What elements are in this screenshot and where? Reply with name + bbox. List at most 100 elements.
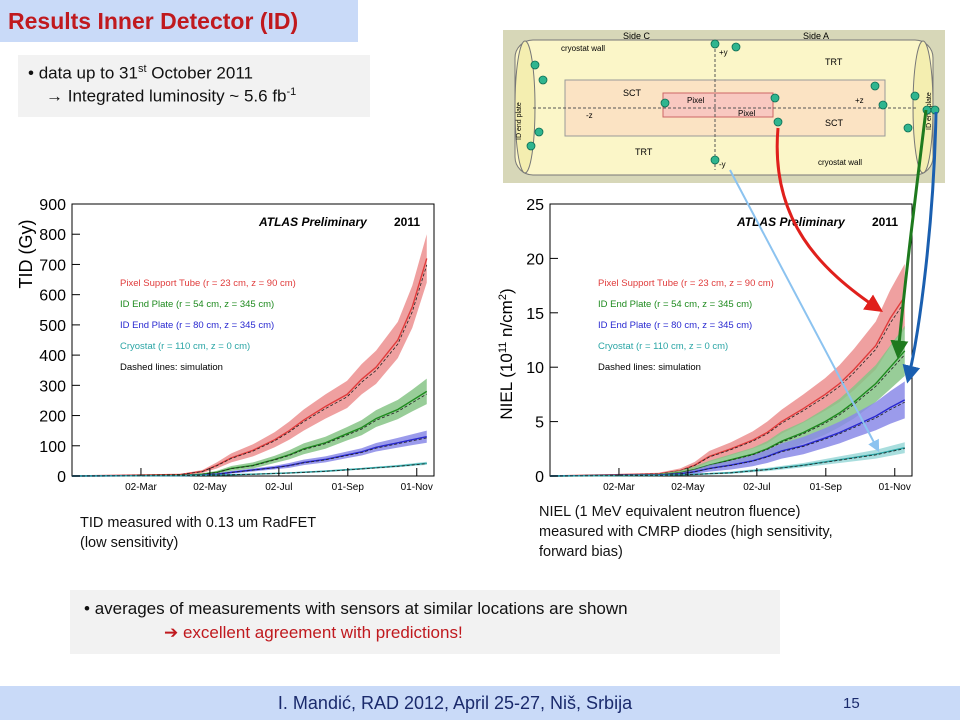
sensor-marker	[922, 105, 932, 115]
minus-y-label: -y	[719, 160, 726, 169]
y-tick-label: 0	[535, 469, 544, 486]
y-tick-label: 5	[535, 415, 544, 432]
trt-label: TRT	[825, 57, 843, 67]
sensor-marker	[710, 155, 720, 165]
sensor-marker	[878, 100, 888, 110]
y-axis-label: NIEL (1011 n/cm2)	[497, 288, 516, 419]
footer-bar: I. Mandić, RAD 2012, April 25-27, Niš, S…	[0, 686, 960, 720]
series-sim-line-0	[71, 264, 428, 477]
niel-caption-line2: measured with CMRP diodes (high sensitiv…	[539, 524, 833, 540]
side-a-label: Side A	[803, 31, 829, 41]
x-tick-label: 02-Jul	[743, 482, 770, 493]
sensor-marker	[710, 39, 720, 49]
sensor-marker	[538, 75, 548, 85]
conclusion-result: ➔ excellent agreement with predictions!	[84, 623, 766, 643]
sensor-marker	[526, 141, 536, 151]
legend-entry-2: ID End Plate (r = 80 cm, z = 345 cm)	[120, 320, 274, 331]
y-tick-label: 600	[39, 288, 66, 305]
sensor-marker	[731, 42, 741, 52]
sensor-marker	[930, 105, 940, 115]
y-axis-label-part: NIEL (10	[497, 353, 516, 419]
y-axis-label-part: n/cm	[497, 300, 516, 342]
legend-entry-1: ID End Plate (r = 54 cm, z = 345 cm)	[120, 299, 274, 310]
x-tick-label: 01-Sep	[332, 482, 365, 493]
sensor-marker	[534, 127, 544, 137]
conclusion-bullet: • averages of measurements with sensors …	[84, 599, 628, 618]
double-arrow-right-icon: ➔	[164, 623, 179, 642]
ordinal-suffix: st	[137, 63, 147, 75]
y-axis-label-sup: 11	[497, 342, 509, 353]
sensor-marker	[870, 81, 880, 91]
tid-caption-line2: (low sensitivity)	[80, 535, 179, 551]
footer-text: I. Mandić, RAD 2012, April 25-27, Niš, S…	[277, 693, 633, 713]
legend-entry-0: Pixel Support Tube (r = 23 cm, z = 90 cm…	[120, 278, 296, 289]
y-tick-label: 900	[39, 197, 66, 214]
luminosity-text: Integrated luminosity ~ 5.6 fb	[63, 86, 287, 106]
series-band-1	[72, 378, 427, 476]
sct-label: SCT	[623, 88, 642, 98]
data-range-date: October 2011	[146, 63, 253, 83]
sensor-marker	[660, 98, 670, 108]
arrow-right-icon: →	[46, 86, 63, 106]
end-plate-c	[514, 40, 536, 174]
luminosity-unit-exponent: -1	[286, 85, 297, 98]
minus-z-label: -z	[586, 111, 593, 120]
plot-frame	[71, 203, 435, 477]
pixel-label: Pixel	[687, 96, 705, 105]
plus-y-label: +y	[719, 48, 728, 57]
id-end-plate-label: ID end plate	[516, 102, 523, 140]
data-range-box: • data up to 31st October 2011 → Integra…	[18, 55, 370, 117]
x-tick-label: 02-Mar	[603, 482, 635, 493]
legend-entry-0: Pixel Support Tube (r = 23 cm, z = 90 cm…	[598, 278, 774, 289]
x-tick-label: 02-May	[193, 482, 226, 493]
y-tick-label: 10	[526, 360, 544, 377]
x-tick-label: 02-Mar	[125, 482, 157, 493]
series-band-3	[550, 442, 905, 476]
sensor-marker	[773, 117, 783, 127]
legend-note: Dashed lines: simulation	[120, 362, 223, 373]
sensor-marker	[910, 91, 920, 101]
legend-entry-1: ID End Plate (r = 54 cm, z = 345 cm)	[598, 299, 752, 310]
tid-chart: 0 100 200 300 400 500 600 700 800 900 02-Mar 02-May…	[16, 197, 435, 493]
y-axis-label-sup: 2	[497, 294, 509, 300]
niel-caption: NIEL (1 MeV equivalent neutron fluence) …	[539, 502, 939, 562]
x-tick-label: 01-Nov	[879, 482, 911, 493]
conclusion-text: averages of measurements with sensors at…	[94, 599, 628, 618]
y-tick-label: 700	[39, 257, 66, 274]
y-tick-label: 400	[39, 348, 66, 365]
y-tick-label: 500	[39, 318, 66, 335]
conclusion-box: • averages of measurements with sensors …	[70, 590, 780, 654]
page-number: 15	[843, 695, 860, 712]
x-tick-label: 02-Jul	[265, 482, 292, 493]
side-c-label: Side C	[623, 31, 651, 41]
y-tick-label: 20	[526, 251, 544, 268]
y-axis-label-part: )	[497, 288, 516, 294]
cryostat-wall-label-2: cryostat wall	[818, 158, 862, 167]
pixel-region	[662, 92, 774, 118]
conclusion-result-text: excellent agreement with predictions!	[178, 623, 463, 642]
x-tick-label: 02-May	[671, 482, 704, 493]
series-sim-line-3	[71, 463, 427, 477]
slide-title: Results Inner Detector (ID)	[0, 0, 358, 42]
plus-z-label: +z	[855, 96, 864, 105]
legend-note: Dashed lines: simulation	[598, 362, 701, 373]
year-label: 2011	[394, 215, 420, 229]
legend-entry-3: Cryostat (r = 110 cm, z = 0 cm)	[120, 341, 250, 352]
cryostat-wall-label: cryostat wall	[561, 44, 605, 53]
y-tick-label: 800	[39, 227, 66, 244]
x-tick-label: 01-Sep	[810, 482, 843, 493]
legend-entry-3: Cryostat (r = 110 cm, z = 0 cm)	[598, 341, 728, 352]
sensor-marker	[903, 123, 913, 133]
sensor-marker	[770, 93, 780, 103]
trt-label-2: TRT	[635, 147, 653, 157]
niel-chart: 0 5 10 15 20 25 02-Mar 02-May 02-Jul 01-Sep 01-Nov…	[497, 197, 913, 493]
y-tick-label: 0	[57, 469, 66, 486]
luminosity-line: → Integrated luminosity ~ 5.6 fb-1	[28, 86, 360, 107]
y-tick-label: 15	[526, 306, 544, 323]
atlas-watermark: ATLAS Preliminary	[736, 215, 846, 229]
niel-caption-line1: NIEL (1 MeV equivalent neutron fluence)	[539, 504, 801, 520]
x-tick-label: 01-Nov	[401, 482, 433, 493]
y-tick-label: 100	[39, 439, 66, 456]
series-sim-line-3	[549, 448, 905, 477]
tid-caption: TID measured with 0.13 um RadFET (low se…	[80, 513, 410, 553]
